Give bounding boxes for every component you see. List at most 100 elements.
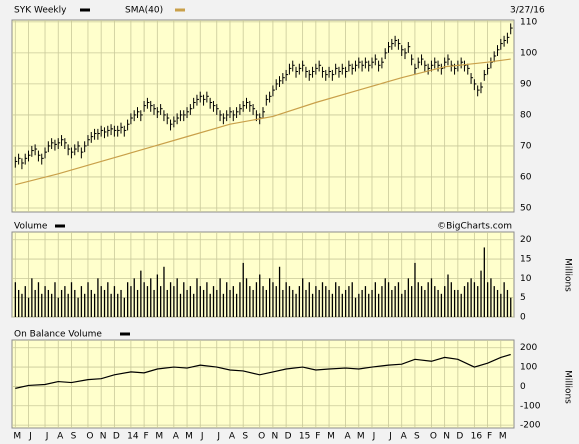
volume-bar xyxy=(209,293,211,317)
volume-bar xyxy=(437,289,439,317)
legend-label: SYK Weekly xyxy=(14,6,67,16)
volume-bar xyxy=(245,278,248,317)
volume-bar xyxy=(77,297,79,317)
volume-bar xyxy=(444,286,446,317)
volume-bar xyxy=(226,282,228,317)
y-tick-label: 15 xyxy=(520,255,531,265)
volume-bar xyxy=(173,286,175,317)
x-tick-label: O xyxy=(86,432,93,442)
volume-bar xyxy=(160,286,162,317)
volume-bar xyxy=(255,282,258,317)
volume-bar xyxy=(467,282,469,317)
volume-bar xyxy=(34,289,36,317)
volume-bar xyxy=(193,293,195,317)
x-tick-label: F xyxy=(315,432,320,442)
y-tick-label: 60 xyxy=(520,172,532,182)
volume-bar xyxy=(414,262,416,317)
volume-bar xyxy=(344,289,347,317)
panel-title: On Balance Volume xyxy=(14,330,102,340)
x-tick-label: A xyxy=(173,432,180,442)
volume-bar xyxy=(440,293,443,317)
volume-bar xyxy=(199,286,201,317)
volume-bar xyxy=(259,274,261,317)
volume-bar xyxy=(364,286,367,317)
x-tick-label: J xyxy=(216,432,220,442)
volume-bar xyxy=(262,286,264,317)
volume-bar xyxy=(57,297,59,317)
volume-bar xyxy=(103,289,106,317)
volume-bar xyxy=(84,293,86,317)
volume-bar xyxy=(371,289,373,317)
volume-bar xyxy=(493,286,495,317)
volume-bar xyxy=(51,293,53,317)
volume-bar xyxy=(278,266,281,317)
x-tick-label: 14 xyxy=(127,432,139,442)
volume-bar xyxy=(14,282,17,317)
volume-bar xyxy=(500,293,502,317)
y-tick-label: 0 xyxy=(520,313,526,323)
line xyxy=(15,353,511,389)
x-tick-label: D xyxy=(456,432,463,442)
volume-bar xyxy=(206,282,208,317)
volume-bar xyxy=(321,282,324,317)
volume-bar xyxy=(24,286,26,317)
volume-bar xyxy=(21,293,23,317)
x-tick-label: A xyxy=(229,432,236,442)
volume-bar xyxy=(315,286,317,317)
volume-bar xyxy=(308,282,310,317)
legend-swatch xyxy=(175,8,185,12)
volume-bar xyxy=(44,286,46,317)
legend-swatch xyxy=(80,8,90,12)
y-tick-label: 90 xyxy=(520,79,532,89)
volume-bar xyxy=(341,293,343,317)
volume-bar xyxy=(374,282,376,317)
volume-bar xyxy=(424,289,426,317)
y-tick-label: 0 xyxy=(520,382,526,392)
volume-bar xyxy=(74,289,76,317)
volume-bar xyxy=(282,289,284,317)
volume-bar xyxy=(239,282,241,317)
volume-bar xyxy=(47,289,50,317)
volume-bar xyxy=(133,278,135,317)
x-tick-label: N xyxy=(272,432,279,442)
volume-bar xyxy=(486,282,489,317)
x-tick-label: J xyxy=(372,432,376,442)
volume-bar xyxy=(216,289,218,317)
panel-title: Volume xyxy=(14,222,48,232)
y-tick-label: 10 xyxy=(520,274,532,284)
volume-bar xyxy=(235,293,238,317)
volume-bar xyxy=(140,270,142,317)
volume-bar xyxy=(391,289,393,317)
volume-bar xyxy=(510,297,512,317)
x-tick-label: M xyxy=(13,432,21,442)
volume-bar xyxy=(348,286,350,317)
x-tick-label: 15 xyxy=(299,432,310,442)
volume-bar xyxy=(242,262,244,317)
volume-bar xyxy=(457,289,459,317)
x-tick-label: N xyxy=(443,432,450,442)
volume-bar xyxy=(37,282,40,317)
volume-bar xyxy=(272,282,274,317)
volume-bar xyxy=(401,293,403,317)
volume-bar xyxy=(460,293,462,317)
volume-bar xyxy=(503,282,505,317)
volume-bar xyxy=(130,286,132,317)
volume-bar xyxy=(447,274,449,317)
volume-bar xyxy=(407,278,410,317)
y-tick-label: 80 xyxy=(520,110,532,120)
volume-bar xyxy=(453,289,456,317)
volume-bar xyxy=(384,278,386,317)
volume-bar xyxy=(54,282,56,317)
volume-bar xyxy=(123,297,125,317)
volume-bar xyxy=(480,270,482,317)
axis-label: Millions xyxy=(563,258,573,292)
x-tick-label: S xyxy=(71,432,77,442)
x-tick-label: O xyxy=(258,432,265,442)
x-tick-label: O xyxy=(430,432,437,442)
volume-bar xyxy=(417,282,419,317)
x-tick-label: J xyxy=(45,432,49,442)
y-tick-label: -100 xyxy=(520,401,541,411)
volume-bar xyxy=(219,278,221,317)
volume-bar xyxy=(117,293,119,317)
volume-bar xyxy=(470,278,472,317)
